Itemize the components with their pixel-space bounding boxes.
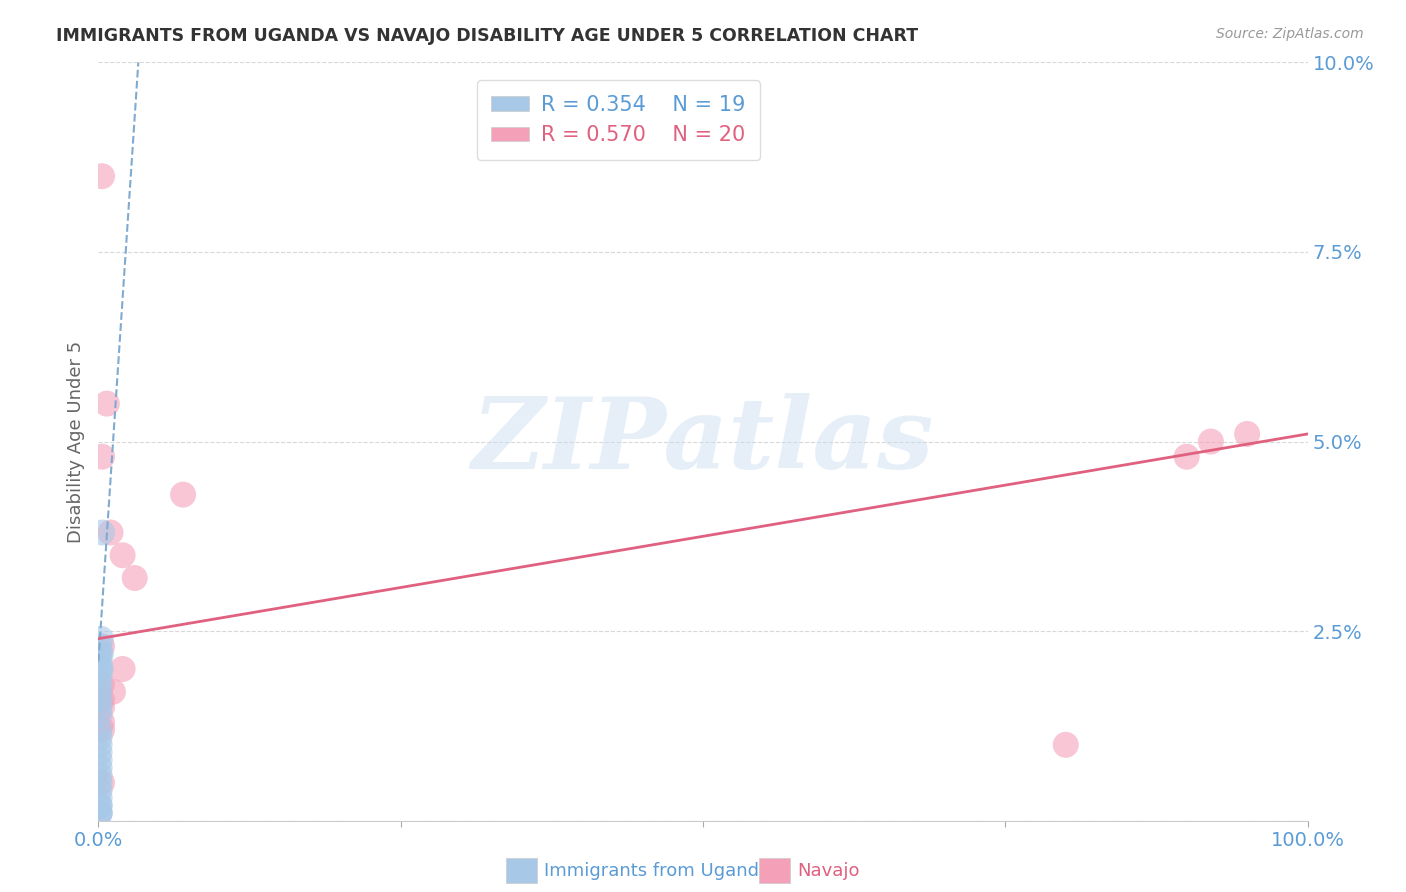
Point (89, 699, 111, 714)
Point (89, 776, 111, 790)
Point (91, 723, 114, 737)
Point (89, 677, 111, 691)
Point (90, 647, 112, 661)
Point (89, 685, 111, 699)
Point (89, 647, 111, 661)
Point (1236, 427, 1258, 442)
Point (90, 662, 112, 676)
Point (111, 662, 134, 676)
Text: IMMIGRANTS FROM UGANDA VS NAVAJO DISABILITY AGE UNDER 5 CORRELATION CHART: IMMIGRANTS FROM UGANDA VS NAVAJO DISABIL… (56, 27, 918, 45)
Point (89, 655, 111, 669)
Legend: R = 0.354    N = 19, R = 0.570    N = 20: R = 0.354 N = 19, R = 0.570 N = 20 (477, 80, 761, 160)
Point (89, 738, 111, 752)
Point (89, 791, 111, 805)
Point (89, 669, 111, 684)
Point (91, 639, 114, 653)
Point (111, 548, 134, 563)
Text: ZIPatlas: ZIPatlas (472, 393, 934, 490)
Point (91, 776, 114, 790)
Point (91, 450, 114, 464)
Text: Source: ZipAtlas.com: Source: ZipAtlas.com (1216, 27, 1364, 41)
Point (1199, 434, 1222, 449)
Point (89, 746, 111, 760)
Point (91, 677, 114, 691)
Point (89, 806, 111, 821)
Point (89, 639, 111, 653)
Text: Navajo: Navajo (797, 862, 859, 880)
Point (90, 632, 112, 646)
Point (91, 692, 114, 706)
Point (1175, 450, 1198, 464)
Point (124, 571, 146, 585)
Point (89, 730, 111, 744)
Point (89, 707, 111, 722)
Point (172, 488, 194, 502)
Point (1054, 738, 1077, 752)
Point (89, 692, 111, 706)
Point (89, 806, 111, 821)
Point (91, 699, 114, 714)
Point (89, 760, 111, 774)
Point (89, 783, 111, 797)
Point (91, 169, 114, 184)
Point (96, 396, 118, 410)
Y-axis label: Disability Age Under 5: Disability Age Under 5 (66, 341, 84, 542)
Point (101, 685, 124, 699)
Point (89, 723, 111, 737)
Point (89, 806, 111, 821)
Point (100, 525, 122, 540)
Point (89, 753, 111, 767)
Point (89, 798, 111, 813)
Point (91, 525, 114, 540)
Text: Immigrants from Uganda: Immigrants from Uganda (544, 862, 770, 880)
Point (91, 715, 114, 730)
Point (89, 798, 111, 813)
Point (89, 662, 111, 676)
Point (89, 768, 111, 782)
